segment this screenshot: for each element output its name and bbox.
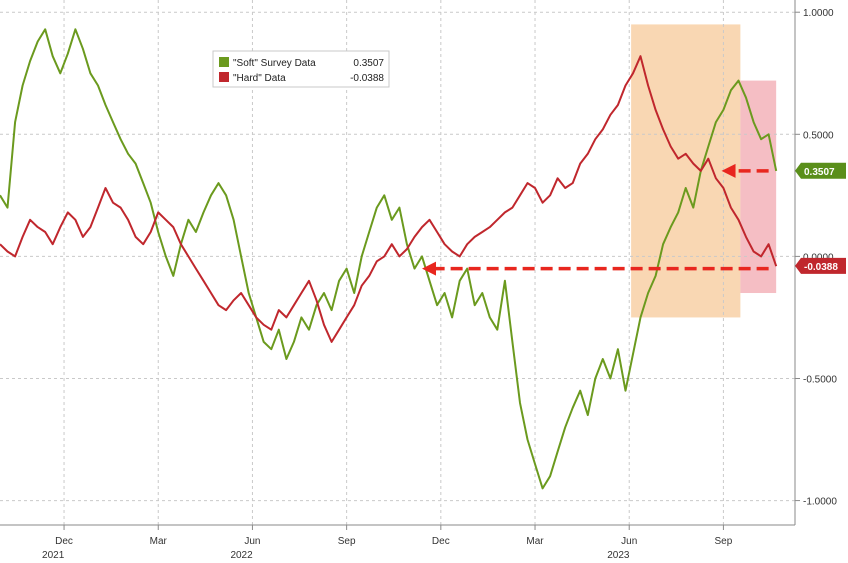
series-line-soft	[0, 28, 778, 490]
legend-value-hard: -0.0388	[350, 73, 384, 84]
legend: "Soft" Survey Data 0.3507 "Hard" Data -0…	[212, 50, 390, 88]
x-tick-label-month: Jun	[244, 536, 260, 547]
legend-swatch-hard	[219, 72, 229, 82]
x-tick-label-month: Sep	[338, 536, 356, 547]
series-line-hard	[0, 55, 778, 343]
x-tick-label-month: Mar	[526, 536, 544, 547]
x-tick-label-month: Dec	[55, 536, 73, 547]
x-tick-label-year: 2023	[607, 550, 630, 561]
value-callout-text-soft: 0.3507	[804, 167, 835, 178]
y-tick-label: 1.0000	[803, 8, 834, 19]
x-tick-label-month: Dec	[432, 536, 450, 547]
value-callout-text-hard: -0.0388	[804, 262, 838, 273]
gridlines	[0, 0, 795, 525]
y-tick-label: -0.5000	[803, 374, 837, 385]
arrowhead-soft	[721, 163, 736, 178]
legend-label-soft: "Soft" Survey Data	[233, 58, 316, 69]
x-tick-label-month: Jun	[621, 536, 637, 547]
value-callout-hard	[795, 257, 846, 274]
y-tick-label: -1.0000	[803, 497, 837, 508]
x-tick-label-month: Mar	[150, 536, 168, 547]
x-tick-label-year: 2022	[230, 550, 253, 561]
legend-value-soft: 0.3507	[353, 58, 384, 69]
y-tick-label: 0.5000	[803, 130, 834, 141]
x-tick-label-year: 2021	[42, 550, 65, 561]
x-tick-label-month: Sep	[715, 536, 733, 547]
highlight-region-pink	[740, 80, 777, 294]
value-callout-soft	[795, 162, 846, 179]
arrowhead-hard	[421, 261, 436, 276]
legend-swatch-soft	[219, 57, 229, 67]
legend-label-hard: "Hard" Data	[233, 73, 286, 84]
